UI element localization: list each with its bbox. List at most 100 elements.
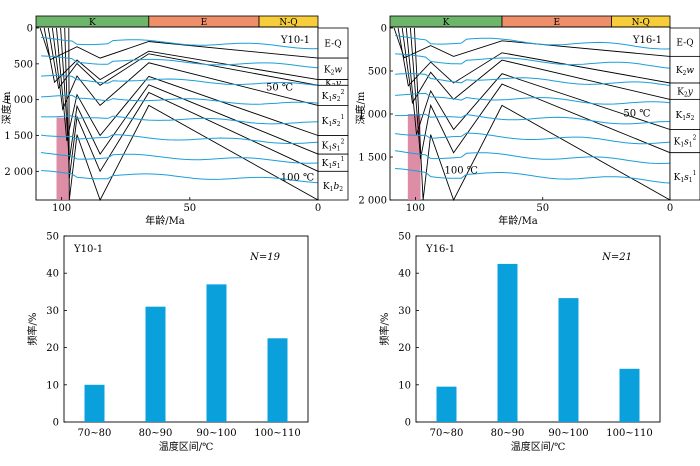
burial-line bbox=[43, 27, 319, 84]
burial-line bbox=[405, 27, 671, 135]
strata-label-part: 1 bbox=[337, 163, 341, 170]
y-axis-label: 深度/m bbox=[354, 91, 367, 124]
period-label: K bbox=[89, 18, 96, 28]
strata-label-part: 1 bbox=[693, 170, 697, 177]
strata-label: K1b2 bbox=[323, 182, 343, 193]
x-tick-label: 100 bbox=[406, 203, 425, 214]
isotherm-line bbox=[41, 170, 319, 184]
bar-70~80 bbox=[436, 386, 457, 422]
strata-label-part: K bbox=[674, 173, 681, 183]
burial-line bbox=[56, 27, 319, 141]
well-title: Y16-1 bbox=[632, 35, 662, 46]
y-tick-label: 1 000 bbox=[4, 95, 33, 106]
x-tick-label: 0 bbox=[315, 203, 321, 214]
y-tick-label: 10 bbox=[398, 380, 411, 391]
strata-label-part: y bbox=[687, 88, 694, 98]
isotherm-line bbox=[41, 94, 319, 105]
strata-label-part: 1 bbox=[680, 177, 684, 184]
strata-label-part: y bbox=[335, 79, 342, 89]
strata-label-part: K bbox=[322, 92, 329, 102]
y-tick-label: 20 bbox=[398, 343, 411, 354]
strata-label: K1s11 bbox=[674, 170, 697, 184]
burial-line bbox=[47, 27, 319, 90]
strata-label-part: K bbox=[323, 182, 330, 192]
strata-label-part: 1 bbox=[328, 96, 332, 103]
isotherm-line bbox=[395, 92, 671, 105]
strata-label-part: K bbox=[324, 65, 331, 75]
strata-label-part: 1 bbox=[328, 163, 332, 170]
well-title: Y10-1 bbox=[73, 244, 103, 255]
x-tick-label: 80~90 bbox=[139, 428, 173, 439]
strata-label-part: 1 bbox=[328, 121, 332, 128]
isotherm-line bbox=[395, 132, 671, 145]
isotherm-label: 50 ℃ bbox=[266, 82, 293, 93]
isotherm-line bbox=[41, 75, 319, 87]
plot-frame bbox=[415, 235, 661, 423]
x-axis-label: 温度区间/℃ bbox=[511, 440, 566, 453]
strata-label-part: s bbox=[332, 159, 337, 169]
isotherm-line bbox=[395, 73, 671, 87]
y-tick-label: 40 bbox=[398, 269, 411, 280]
x-tick-label: 90~100 bbox=[548, 428, 588, 439]
strata-label: K2w bbox=[324, 65, 343, 76]
strata-label-part: 2 bbox=[693, 135, 697, 142]
strata-label: K1s12 bbox=[674, 135, 697, 149]
strata-label-part: s bbox=[332, 117, 337, 127]
x-tick-label: 100 bbox=[52, 203, 71, 214]
isotherm-line bbox=[395, 168, 671, 184]
strata-label: K1s2 bbox=[675, 111, 694, 122]
strata-label: K1s22 bbox=[322, 89, 345, 103]
strata-label-part: 2 bbox=[683, 70, 687, 77]
strata-label-part: 2 bbox=[691, 115, 695, 122]
strata-label-part: K bbox=[675, 111, 682, 121]
y-tick-label: 2 000 bbox=[4, 167, 33, 178]
strata-label-part: s bbox=[332, 141, 337, 151]
strata-cell bbox=[669, 98, 700, 130]
y-tick-label: 20 bbox=[46, 343, 59, 354]
bar-90~100 bbox=[206, 284, 227, 422]
x-tick-label: 70~80 bbox=[430, 428, 464, 439]
y-tick-label: 2 000 bbox=[358, 196, 387, 207]
x-axis-label: 温度区间/℃ bbox=[159, 440, 214, 453]
x-tick-label: 100~110 bbox=[606, 428, 653, 439]
strata-label-part: 1 bbox=[341, 114, 345, 121]
plot-frame bbox=[63, 235, 309, 423]
strata-label-part: 2 bbox=[337, 96, 341, 103]
strata-label-part: w bbox=[686, 66, 694, 76]
strata-label-part: 1 bbox=[328, 145, 332, 152]
strata-cell bbox=[317, 27, 349, 59]
strata-label-part: K bbox=[322, 117, 329, 127]
isotherm-line bbox=[41, 55, 319, 69]
strata-label-part: 1 bbox=[689, 142, 693, 149]
well-title: Y10-1 bbox=[280, 35, 310, 46]
isotherm-line bbox=[395, 35, 671, 50]
y-tick-label: 10 bbox=[46, 380, 59, 391]
x-tick-label: 100~110 bbox=[254, 428, 301, 439]
strata-label-part: 2 bbox=[341, 138, 345, 145]
strata-label-part: K bbox=[322, 159, 329, 169]
bar-100~110 bbox=[267, 338, 288, 422]
bar-80~90 bbox=[145, 306, 166, 422]
strata-label-part: 1 bbox=[689, 177, 693, 184]
strata-label: K2w bbox=[676, 66, 695, 77]
period-label: N-Q bbox=[279, 18, 297, 28]
x-axis-label: 年龄/Ma bbox=[498, 214, 538, 227]
burial-line bbox=[397, 27, 671, 87]
strata-label-part: s bbox=[686, 111, 691, 121]
y-tick-label: 50 bbox=[398, 232, 411, 243]
strata-cell bbox=[669, 152, 700, 201]
strata-label: K1s11 bbox=[322, 156, 345, 170]
strata-label-part: 2 bbox=[339, 186, 343, 193]
y-axis-label: 深度/m bbox=[0, 91, 13, 124]
y-tick-label: 30 bbox=[46, 306, 59, 317]
bar-90~100 bbox=[558, 298, 579, 422]
bar-80~90 bbox=[497, 263, 518, 422]
isotherm-line bbox=[395, 113, 671, 125]
y-tick-label: 0 bbox=[405, 418, 411, 429]
y-axis-label: 频率/% bbox=[26, 313, 39, 346]
bar-100~110 bbox=[619, 368, 640, 422]
strata-cell bbox=[669, 55, 700, 84]
